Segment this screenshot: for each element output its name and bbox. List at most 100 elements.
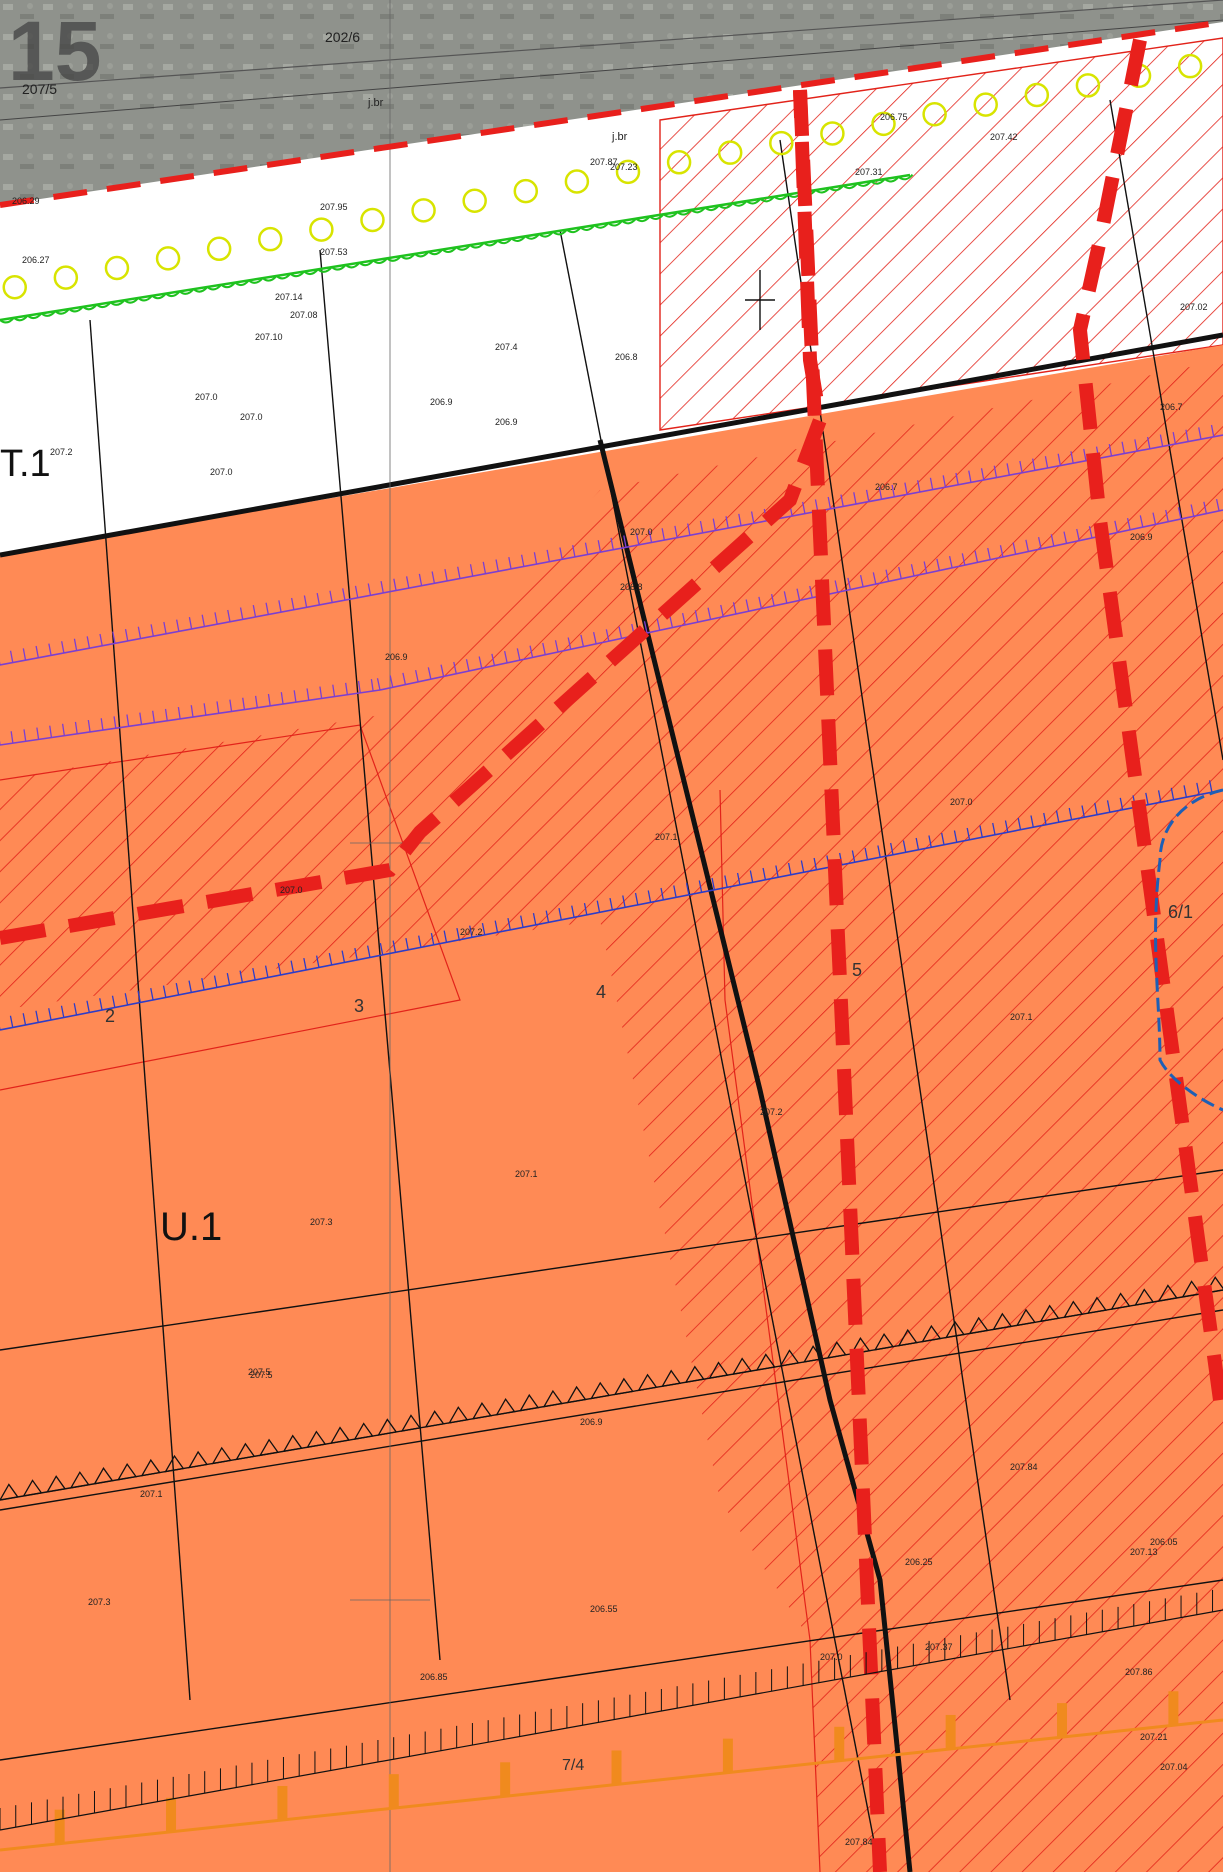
utility-tick — [890, 842, 894, 855]
utility-tick — [465, 659, 470, 672]
utility-tick — [910, 564, 915, 577]
utility-tick — [993, 465, 998, 478]
utility-tick — [725, 516, 729, 529]
elevation-label: 206.85 — [420, 1672, 448, 1682]
utility-tick — [1006, 463, 1010, 476]
tree-circle-icon — [309, 217, 334, 242]
elevation-label: 207.1 — [140, 1489, 163, 1499]
utility-tick — [86, 636, 91, 649]
embankment-triangle — [637, 1373, 658, 1392]
elevation-label: 207.42 — [990, 132, 1018, 142]
embankment-triangle — [802, 1345, 824, 1363]
utility-tick — [443, 930, 448, 943]
embankment-triangle — [1181, 1280, 1202, 1298]
embankment-triangle — [566, 1385, 587, 1404]
utility-tick — [558, 907, 562, 920]
hedge-bump — [842, 182, 858, 190]
utility-tick — [584, 542, 589, 555]
utility-tick — [796, 588, 801, 601]
tree-circle-icon — [666, 150, 692, 175]
utility-tick — [928, 835, 932, 848]
utility-tick — [745, 599, 750, 612]
utility-tick — [545, 910, 550, 923]
utility-tick — [61, 641, 65, 654]
hedge-bump — [344, 262, 361, 269]
utility-tick — [1037, 536, 1042, 549]
zone-boundary — [0, 332, 1223, 558]
utility-tick — [610, 537, 614, 550]
aerial-label: j.br — [611, 131, 628, 143]
utility-tick — [239, 607, 244, 620]
hedge-bump — [566, 226, 582, 234]
utility-tick — [738, 513, 742, 526]
utility-tick — [936, 558, 941, 571]
embankment-triangle — [306, 1430, 327, 1449]
utility-tick — [444, 568, 448, 582]
embankment-triangle — [1134, 1288, 1155, 1306]
utility-tick — [851, 850, 856, 863]
utility-tick — [775, 865, 779, 878]
fence-post — [722, 1738, 733, 1773]
utility-tick — [267, 693, 271, 706]
utility-tick — [126, 714, 130, 727]
hedge-bump — [96, 301, 112, 309]
hedge-bump — [704, 204, 720, 212]
utility-tick — [554, 640, 559, 653]
elevation-label: 207.3 — [310, 1217, 333, 1227]
utility-tick — [1185, 429, 1189, 442]
utility-tick — [865, 489, 870, 502]
utility-tick — [229, 699, 233, 712]
utility-tick — [699, 520, 704, 533]
utility-tick — [9, 1015, 14, 1028]
embankment-triangle — [1039, 1304, 1060, 1323]
utility-tick — [306, 688, 310, 701]
hedge-bump — [524, 233, 540, 240]
utility-tick — [904, 482, 908, 495]
utility-tick — [1157, 790, 1162, 803]
hedge-bump — [54, 308, 70, 315]
utility-tick — [685, 882, 690, 895]
utility-tick — [609, 897, 613, 910]
elevation-label: 206.05 — [1150, 1537, 1178, 1547]
elevation-label: 207.14 — [275, 292, 303, 302]
utility-tick — [73, 638, 78, 651]
utility-tick — [1004, 820, 1009, 833]
utility-tick — [1139, 515, 1144, 528]
elevation-label: 207.1 — [1010, 1012, 1033, 1022]
utility-tick — [720, 604, 724, 617]
hedge-bump — [856, 180, 872, 187]
fence-line — [0, 1718, 1223, 1852]
utility-tick — [469, 564, 474, 577]
utility-tick — [1172, 432, 1177, 445]
hedge-bump — [289, 270, 305, 278]
utility-tick — [583, 902, 588, 915]
hedge-bump — [497, 237, 513, 245]
embankment-triangle — [1015, 1308, 1036, 1327]
tree-row — [2, 53, 1203, 300]
elevation-label: 206.25 — [905, 1557, 933, 1567]
tree-circle-icon — [411, 198, 436, 223]
plot-number: 6/1 — [1168, 902, 1193, 922]
utility-tick — [783, 591, 788, 604]
utility-tick — [227, 609, 231, 622]
utility-tick — [762, 867, 767, 880]
embankment-triangle — [22, 1479, 43, 1497]
utility-tick — [864, 847, 869, 860]
hedge-bump — [649, 213, 665, 220]
utility-tick — [252, 605, 257, 618]
utility-tick — [878, 487, 883, 500]
tree-circle-icon — [462, 188, 487, 213]
utility-tick — [431, 571, 436, 584]
hedge-bump — [331, 264, 347, 271]
utility-tick — [393, 578, 397, 591]
embankment-triangle — [46, 1475, 67, 1493]
utility-tick — [877, 845, 881, 858]
utility-tick — [139, 712, 143, 725]
utility-tick — [175, 983, 180, 996]
utility-tick — [1134, 439, 1138, 452]
utility-tick — [1094, 802, 1098, 815]
utility-tick — [342, 588, 346, 601]
utility-tick — [1068, 807, 1073, 820]
plot-number: 2 — [105, 1006, 115, 1026]
aerial-photo — [0, 0, 1223, 205]
